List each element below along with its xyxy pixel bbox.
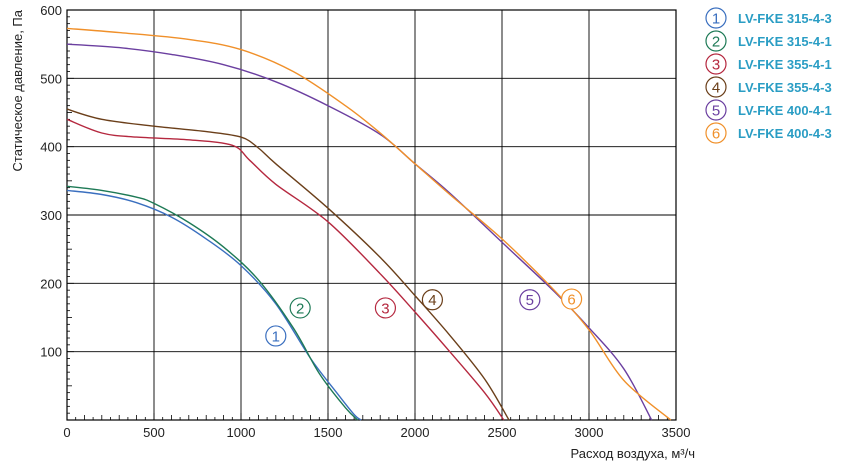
series-line-1 xyxy=(66,189,362,421)
curve-marker-number: 5 xyxy=(526,292,534,309)
series-line-4 xyxy=(66,108,510,421)
x-axis-title: Расход воздуха, м³/ч xyxy=(570,446,695,461)
legend-item-5: 5 LV-FKE 400-4-1 xyxy=(705,99,832,121)
legend-marker-circle xyxy=(705,99,727,121)
x-tick-label: 3000 xyxy=(575,425,604,440)
y-tick-label: 300 xyxy=(40,208,62,223)
x-tick-label: 2000 xyxy=(401,425,430,440)
series-lines xyxy=(66,27,672,421)
legend-label: LV-FKE 400-4-1 xyxy=(738,103,832,118)
curve-marker-number: 6 xyxy=(567,292,575,309)
legend-item-2: 2 LV-FKE 315-4-1 xyxy=(705,30,832,52)
legend-marker-circle xyxy=(705,7,727,29)
y-tick-label: 200 xyxy=(40,276,62,291)
legend-marker-circle xyxy=(705,76,727,98)
legend-marker-number: 3 xyxy=(712,57,720,74)
curve-marker-circle xyxy=(374,297,397,319)
y-tick-label: 500 xyxy=(40,71,62,86)
plot-frame xyxy=(66,9,677,421)
x-tick-label: 0 xyxy=(63,425,70,440)
legend: 1 LV-FKE 315-4-3 2 LV-FKE 315-4-1 3 LV-FKE 35… xyxy=(705,7,832,144)
series-line-6 xyxy=(66,27,672,421)
y-tick-label: 100 xyxy=(40,345,62,360)
x-tick-label: 2500 xyxy=(488,425,517,440)
x-tick-label: 500 xyxy=(143,425,165,440)
series-line-2 xyxy=(66,185,359,421)
curve-marker-circle xyxy=(519,289,541,311)
legend-item-4: 4 LV-FKE 355-4-3 xyxy=(705,76,832,98)
legend-label: LV-FKE 315-4-3 xyxy=(738,11,832,26)
series-line-5 xyxy=(66,43,653,421)
x-tick-label: 1000 xyxy=(227,425,256,440)
legend-marker-number: 2 xyxy=(712,34,720,51)
legend-label: LV-FKE 400-4-3 xyxy=(738,126,832,141)
legend-marker-number: 5 xyxy=(712,103,720,120)
grid xyxy=(67,10,676,420)
legend-item-1: 1 LV-FKE 315-4-3 xyxy=(705,7,832,29)
legend-item-6: 6 LV-FKE 400-4-3 xyxy=(705,122,832,144)
legend-marker-number: 4 xyxy=(712,80,720,97)
curve-marker-6: 6 xyxy=(560,288,583,310)
x-axis-tick-labels: 0 500 1000 1500 2000 2500 3000 3500 xyxy=(63,425,690,440)
curve-marker-5: 5 xyxy=(519,289,541,311)
curve-marker-number: 1 xyxy=(272,328,280,345)
legend-marker-number: 1 xyxy=(712,11,720,28)
x-tick-label: 1500 xyxy=(314,425,343,440)
curve-number-markers: 12 3 4 5 6 xyxy=(265,288,583,347)
curve-marker-circle xyxy=(289,297,311,319)
legend-label: LV-FKE 355-4-1 xyxy=(738,57,832,72)
series-line-3 xyxy=(66,118,505,421)
curve-marker-number: 4 xyxy=(428,292,436,309)
y-axis-tick-labels: 100 200 300 400 500 600 xyxy=(40,3,62,360)
legend-label: LV-FKE 355-4-3 xyxy=(738,80,832,95)
legend-marker-circle xyxy=(705,122,727,144)
curve-marker-4: 4 xyxy=(421,289,443,311)
y-tick-label: 400 xyxy=(40,140,62,155)
curve-marker-1: 1 xyxy=(265,325,287,347)
curve-marker-3: 3 xyxy=(374,297,397,319)
y-tick-label: 600 xyxy=(40,3,62,18)
legend-item-3: 3 LV-FKE 355-4-1 xyxy=(705,53,832,75)
y-axis-title: Статическое давление, Па xyxy=(10,9,25,171)
x-tick-label: 3500 xyxy=(662,425,691,440)
legend-marker-number: 6 xyxy=(712,126,720,143)
curve-marker-number: 3 xyxy=(381,300,389,317)
curve-marker-circle xyxy=(560,288,583,310)
legend-marker-circle xyxy=(705,53,727,75)
legend-label: LV-FKE 315-4-1 xyxy=(738,34,832,49)
curve-marker-circle xyxy=(265,325,287,347)
curve-marker-number: 2 xyxy=(296,300,304,317)
curve-marker-2: 2 xyxy=(289,297,311,319)
legend-marker-circle xyxy=(705,30,727,52)
curve-marker-circle xyxy=(421,289,443,311)
